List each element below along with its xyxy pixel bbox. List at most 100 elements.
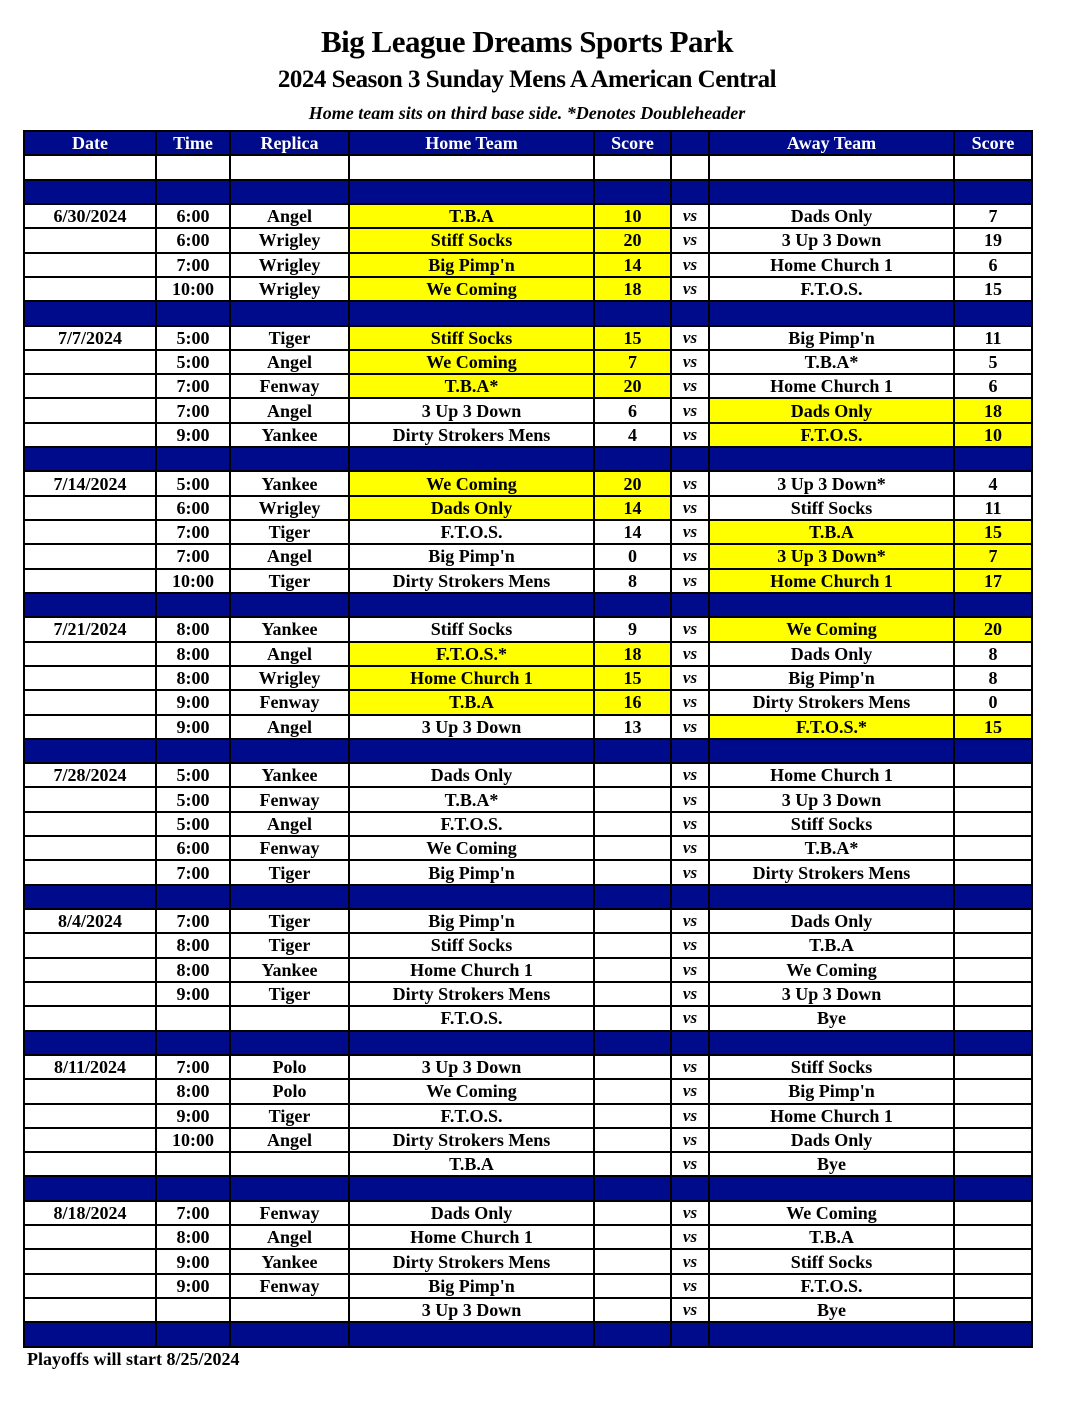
game-row: 8:00 Yankee Home Church 1 vs We Coming [23,956,1033,983]
away-team-cell: Stiff Socks [708,494,955,522]
time-cell: 9:00 [155,713,231,740]
vs-cell: vs [670,202,710,230]
away-team-cell: Stiff Socks [708,810,955,838]
empty-cell [670,1175,710,1202]
header-row: Date Time Replica Home Team Score Away T… [23,129,1033,157]
home-score-cell [593,907,672,935]
game-row: 8/4/2024 7:00 Tiger Big Pimp'n vs Dads Only [23,907,1033,935]
separator-row [23,1321,1033,1348]
date-cell [23,1272,157,1300]
away-score-cell: 15 [953,518,1033,546]
game-row: 8:00 Wrigley Home Church 1 15 vs Big Pimp'n 8 [23,664,1033,692]
away-team-cell: Home Church 1 [708,762,955,789]
date-cell: 6/30/2024 [23,202,157,230]
schedule-table: Date Time Replica Home Team Score Away T… [23,129,1033,1348]
empty-cell [593,300,672,327]
vs-cell: vs [670,907,710,935]
col-date: Date [23,129,157,157]
vs-cell: vs [670,713,710,740]
empty-cell [155,1321,231,1348]
empty-cell [348,178,595,205]
date-cell [23,251,157,278]
away-score-cell [953,786,1033,813]
away-team-cell: Big Pimp'n [708,664,955,692]
away-score-cell [953,1078,1033,1105]
away-team-cell: Home Church 1 [708,567,955,594]
empty-cell [953,446,1033,473]
time-cell: 7:00 [155,1199,231,1227]
home-team-cell: We Coming [348,348,595,376]
empty-cell [708,300,955,327]
empty-cell [708,1029,955,1056]
away-score-cell: 20 [953,616,1033,643]
away-score-cell: 15 [953,275,1033,303]
vs-cell: vs [670,859,710,886]
vs-cell: vs [670,810,710,838]
away-score-cell [953,859,1033,886]
date-cell [23,810,157,838]
home-team-cell: T.B.A [348,689,595,716]
game-row: 9:00 Angel 3 Up 3 Down 13 vs F.T.O.S.* 15 [23,713,1033,740]
home-team-cell: Big Pimp'n [348,543,595,570]
vs-cell: vs [670,786,710,813]
col-away-score: Score [953,129,1033,157]
date-cell [23,494,157,522]
home-team-cell: Stiff Socks [348,227,595,254]
time-cell: 10:00 [155,567,231,594]
vs-cell: vs [670,494,710,522]
replica-cell: Tiger [229,1102,350,1129]
vs-cell: vs [670,616,710,643]
away-team-cell: F.T.O.S. [708,1272,955,1300]
game-row: 8:00 Tiger Stiff Socks vs T.B.A [23,932,1033,959]
replica-cell: Angel [229,1224,350,1251]
empty-cell [23,591,157,619]
home-score-cell [593,1005,672,1032]
replica-cell [229,1296,350,1324]
col-away-team: Away Team [708,129,955,157]
empty-cell [708,1321,955,1348]
empty-cell [348,737,595,765]
away-team-cell: 3 Up 3 Down [708,786,955,813]
empty-cell [155,1029,231,1056]
away-team-cell: 3 Up 3 Down [708,227,955,254]
empty-cell [229,1321,350,1348]
game-row: 6:00 Fenway We Coming vs T.B.A* [23,835,1033,862]
vs-cell: vs [670,956,710,983]
vs-cell: vs [670,275,710,303]
vs-cell: vs [670,518,710,546]
away-team-cell: T.B.A [708,518,955,546]
game-row: 7:00 Tiger Big Pimp'n vs Dirty Strokers Mens [23,859,1033,886]
time-cell: 8:00 [155,956,231,983]
home-team-cell: 3 Up 3 Down [348,1053,595,1081]
game-row: 5:00 Angel F.T.O.S. vs Stiff Socks [23,810,1033,838]
away-team-cell: We Coming [708,956,955,983]
home-score-cell: 7 [593,348,672,376]
replica-cell: Angel [229,713,350,740]
empty-cell [23,737,157,765]
vs-cell: vs [670,251,710,278]
replica-cell: Angel [229,1126,350,1154]
time-cell: 7:00 [155,397,231,424]
time-cell: 8:00 [155,932,231,959]
away-score-cell [953,980,1033,1008]
replica-cell: Angel [229,810,350,838]
replica-cell: Tiger [229,932,350,959]
empty-cell [348,591,595,619]
away-team-cell: Dads Only [708,907,955,935]
time-cell: 7:00 [155,251,231,278]
game-row: 9:00 Fenway T.B.A 16 vs Dirty Strokers Mens 0 [23,689,1033,716]
home-team-cell: Stiff Socks [348,616,595,643]
empty-cell [155,883,231,911]
home-team-cell: Dads Only [348,494,595,522]
time-cell: 5:00 [155,470,231,497]
empty-cell [348,154,595,181]
away-score-cell: 8 [953,664,1033,692]
home-score-cell: 13 [593,713,672,740]
date-cell [23,664,157,692]
game-row: 6/30/2024 6:00 Angel T.B.A 10 vs Dads Only 7 [23,202,1033,230]
home-score-cell: 20 [593,470,672,497]
away-team-cell: Dads Only [708,640,955,667]
time-cell: 5:00 [155,348,231,376]
away-score-cell [953,956,1033,983]
